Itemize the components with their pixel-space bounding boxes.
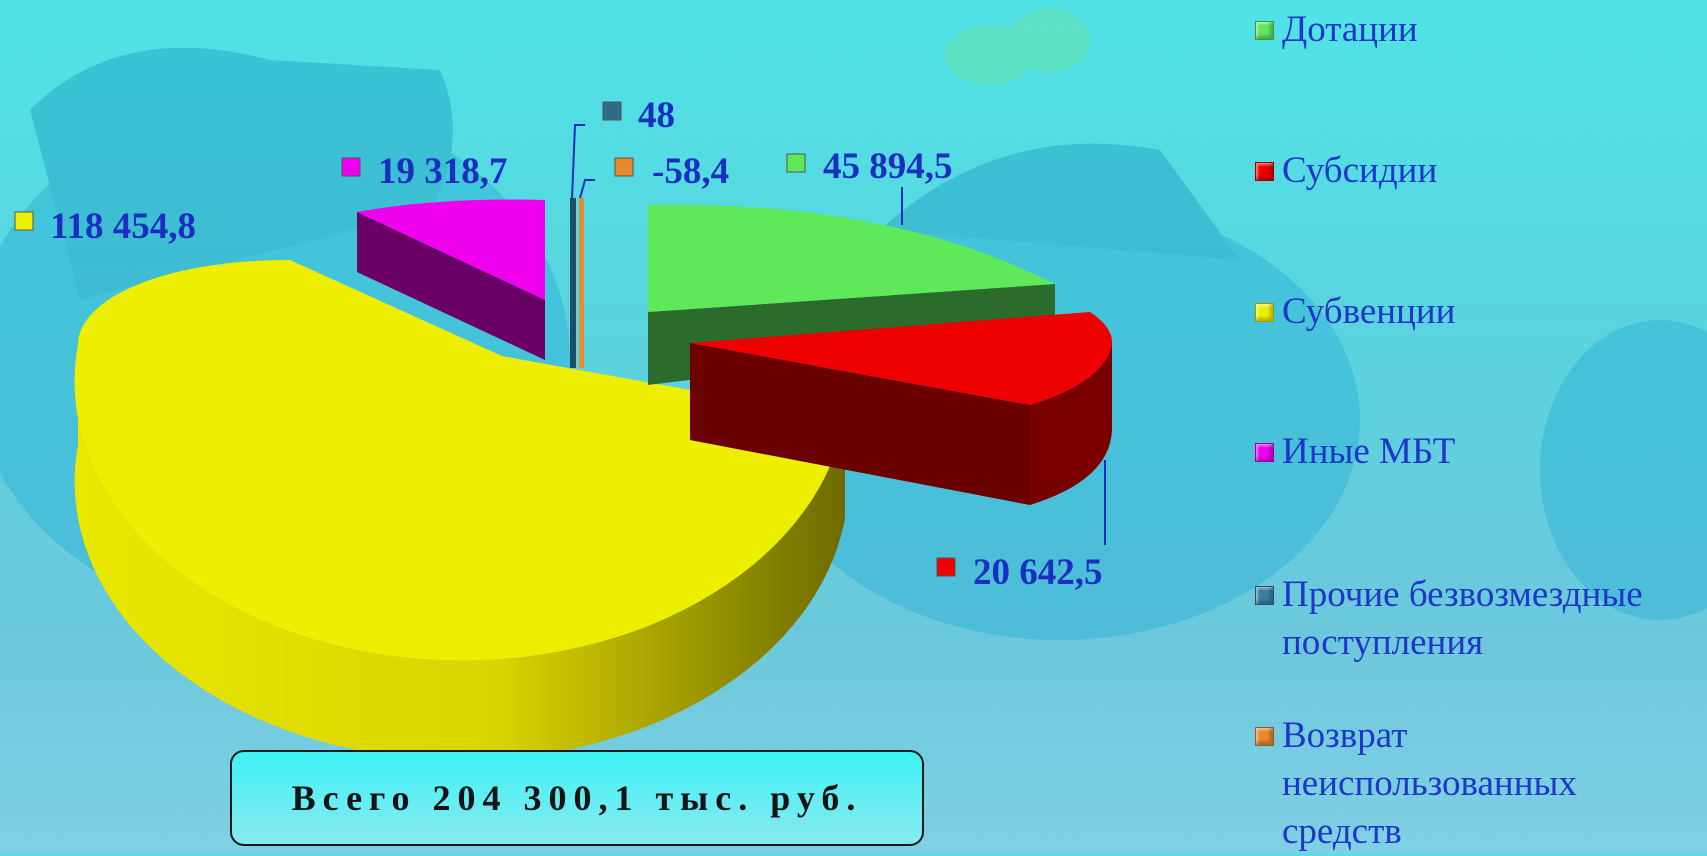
pie-chart: 118 454,8 19 318,7 48 -58,4 45 894,5 20 … — [14, 95, 1112, 761]
legend-label: Прочие безвозмездные поступления — [1282, 574, 1643, 663]
total-text: Всего 204 300,1 тыс. руб. — [291, 778, 863, 818]
pie-slice-return-unused — [579, 198, 584, 368]
legend-swatch — [1255, 162, 1274, 181]
legend-item-other-mbt: Иные МБТ — [1255, 428, 1455, 476]
pie-slice-other-gratuitous — [570, 198, 576, 368]
label-swatch-grants — [786, 153, 806, 173]
legend-label: Возврат неиспользованных средств — [1282, 715, 1577, 852]
legend-swatch — [1255, 586, 1274, 605]
label-swatch-subsidies — [936, 557, 956, 577]
legend-label: Иные МБТ — [1282, 431, 1456, 472]
pie-slice-subsidies — [690, 312, 1112, 405]
pie-slice-subventions-side — [74, 345, 845, 761]
legend-swatch — [1255, 443, 1274, 462]
legend-item-return-unused: Возврат неиспользованных средств — [1255, 712, 1577, 856]
pie-slice-other-mbt — [357, 199, 545, 300]
leader-lines — [571, 124, 1106, 545]
legend-item-other-gratuitous: Прочие безвозмездные поступления — [1255, 571, 1643, 667]
pie-slice-subventions — [74, 260, 846, 661]
label-swatch-other-gratuitous — [602, 101, 622, 121]
legend-swatch — [1255, 727, 1274, 746]
legend-swatch — [1255, 21, 1274, 40]
legend-item-grants: Дотации — [1255, 6, 1418, 54]
pie-slice-other-mbt-side — [357, 212, 545, 360]
data-label-subventions: 118 454,8 — [50, 206, 196, 247]
legend-label: Субвенции — [1282, 291, 1456, 332]
pie-slice-grants — [648, 204, 1055, 312]
data-label-other-gratuitous: 48 — [638, 95, 675, 136]
data-label-subsidies: 20 642,5 — [973, 552, 1103, 593]
legend-label: Дотации — [1282, 9, 1418, 50]
data-label-grants: 45 894,5 — [823, 146, 953, 187]
legend-item-subsidies: Субсидии — [1255, 147, 1437, 195]
total-box: Всего 204 300,1 тыс. руб. — [230, 750, 924, 846]
pie-slice-subsidies-side-outer — [1030, 340, 1112, 505]
label-swatch-other-mbt — [341, 157, 361, 177]
legend: Дотации Субсидии Субвенции Иные МБТ Проч… — [1255, 0, 1707, 854]
legend-swatch — [1255, 303, 1274, 322]
label-swatch-return-unused — [614, 157, 634, 177]
legend-label: Субсидии — [1282, 150, 1438, 191]
pie-slice-subsidies-side — [690, 343, 1030, 505]
data-labels: 118 454,8 19 318,7 48 -58,4 45 894,5 20 … — [14, 95, 1103, 593]
label-swatch-subventions — [14, 211, 34, 231]
data-label-return-unused: -58,4 — [652, 151, 729, 192]
legend-item-subventions: Субвенции — [1255, 288, 1455, 336]
data-label-other-mbt: 19 318,7 — [378, 151, 508, 192]
